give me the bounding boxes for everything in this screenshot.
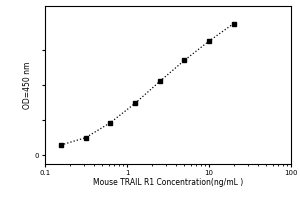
X-axis label: Mouse TRAIL R1 Concentration(ng/mL ): Mouse TRAIL R1 Concentration(ng/mL ) (93, 178, 243, 187)
Y-axis label: OD=450 nm: OD=450 nm (23, 61, 32, 109)
